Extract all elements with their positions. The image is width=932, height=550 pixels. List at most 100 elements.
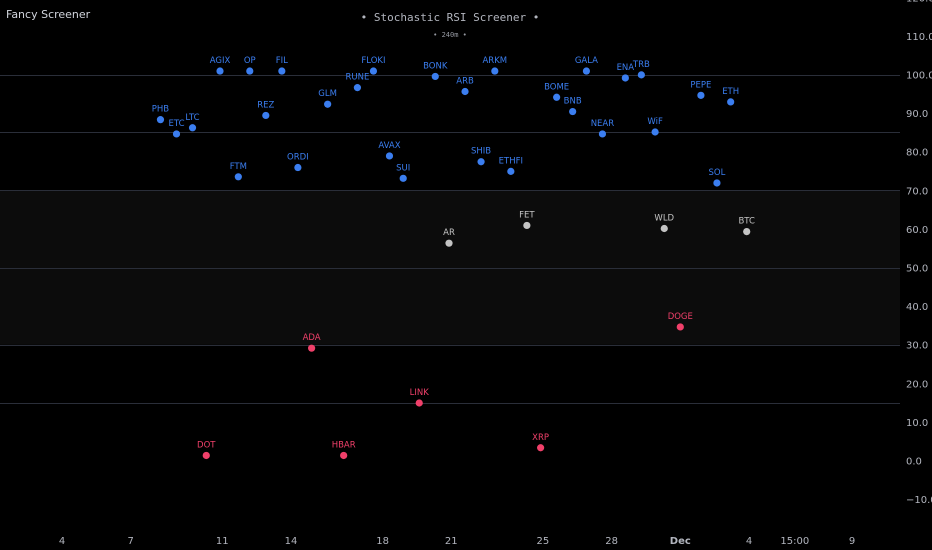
data-point-marker[interactable] (569, 107, 577, 116)
y-tick-label: 110.0 (906, 32, 932, 43)
data-point-marker[interactable] (278, 67, 286, 75)
data-point-marker[interactable] (660, 224, 668, 233)
point-gala[interactable]: GALA (575, 56, 598, 75)
data-point-marker[interactable] (637, 71, 645, 79)
x-tick-label: 11 (216, 536, 229, 547)
point-bonk[interactable]: BONK (423, 61, 448, 81)
point-dot[interactable]: DOT (197, 440, 216, 460)
point-glm[interactable]: GLM (318, 89, 337, 108)
point-ethfi[interactable]: ETHFI (499, 156, 523, 175)
data-point-marker[interactable] (713, 179, 721, 187)
data-point-marker[interactable] (156, 116, 165, 124)
data-point-marker[interactable] (216, 67, 224, 75)
data-point-marker[interactable] (385, 152, 394, 160)
point-wld[interactable]: WLD (654, 214, 675, 233)
y-tick-label: 50.0 (906, 264, 928, 275)
x-tick-label: 18 (376, 536, 389, 547)
x-tick-label: 7 (128, 536, 134, 547)
data-point-marker[interactable] (491, 67, 499, 75)
data-point-marker[interactable] (340, 451, 348, 460)
point-bome[interactable]: BOME (544, 82, 569, 101)
point-trb[interactable]: TRB (632, 60, 650, 79)
data-point-marker[interactable] (294, 163, 302, 172)
data-point-label: OP (244, 56, 256, 66)
point-rez[interactable]: REZ (257, 100, 275, 120)
point-rune[interactable]: RUNE (345, 73, 369, 92)
data-point-marker[interactable] (445, 239, 453, 247)
data-point-marker[interactable] (431, 72, 439, 81)
y-tick-label: 0.0 (906, 457, 922, 468)
point-xrp[interactable]: XRP (532, 433, 549, 452)
point-ena[interactable]: ENA (617, 63, 635, 82)
data-point-marker[interactable] (697, 91, 705, 99)
data-point-marker[interactable] (324, 100, 332, 108)
data-point-marker[interactable] (553, 93, 561, 101)
point-shib[interactable]: SHIB (471, 147, 491, 166)
point-wif[interactable]: WiF (647, 117, 663, 136)
point-fet[interactable]: FET (519, 210, 535, 230)
point-sui[interactable]: SUI (396, 163, 410, 182)
point-floki[interactable]: FLOKI (361, 56, 385, 75)
y-tick-label: 70.0 (906, 186, 928, 197)
data-point-marker[interactable] (369, 67, 378, 75)
data-point-marker[interactable] (202, 451, 210, 460)
point-fil[interactable]: FIL (276, 56, 288, 75)
data-point-label: DOT (197, 440, 216, 450)
data-point-marker[interactable] (461, 87, 469, 96)
point-ordi[interactable]: ORDI (287, 153, 309, 172)
point-link[interactable]: LINK (410, 388, 430, 407)
point-ltc[interactable]: LTC (185, 113, 200, 132)
y-tick-label: 40.0 (906, 302, 928, 313)
price-axis[interactable]: 120.0 110.0 100.0 90.0 80.0 70.0 60.0 50.0 40.0 3… (906, 0, 932, 506)
data-point-marker[interactable] (507, 167, 515, 175)
y-tick-label: 120.0 (906, 0, 932, 4)
point-arkm[interactable]: ARKM (482, 56, 507, 75)
data-point-marker[interactable] (246, 67, 254, 75)
point-ar[interactable]: AR (443, 228, 455, 247)
data-point-marker[interactable] (651, 128, 659, 136)
point-pepe[interactable]: PEPE (690, 80, 711, 99)
data-point-marker[interactable] (234, 173, 242, 181)
x-tick-label: 4 (746, 536, 752, 547)
time-axis[interactable]: 4 7 11 14 18 21 25 28 Dec 4 15:00 9 (59, 536, 855, 547)
data-point-marker[interactable] (621, 74, 629, 82)
data-point-marker[interactable] (399, 174, 407, 182)
data-point-marker[interactable] (727, 98, 735, 106)
point-sol[interactable]: SOL (709, 168, 726, 187)
point-ada[interactable]: ADA (303, 333, 321, 352)
data-point-label: FIL (276, 56, 288, 66)
data-point-label: WLD (654, 214, 674, 224)
data-point-marker[interactable] (598, 130, 607, 138)
point-agix[interactable]: AGIX (210, 56, 231, 75)
point-arb[interactable]: ARB (456, 76, 474, 96)
data-point-marker[interactable] (353, 84, 362, 92)
point-eth[interactable]: ETH (722, 87, 739, 106)
data-point-marker[interactable] (676, 323, 684, 331)
data-point-marker[interactable] (582, 67, 591, 75)
data-point-marker[interactable] (308, 344, 316, 352)
data-point-marker[interactable] (415, 399, 423, 407)
point-btc[interactable]: BTC (738, 217, 755, 236)
data-point-marker[interactable] (523, 221, 531, 230)
data-point-marker[interactable] (537, 444, 545, 452)
point-near[interactable]: NEAR (591, 119, 615, 138)
data-point-label: FTM (230, 162, 247, 172)
point-hbar[interactable]: HBAR (332, 440, 356, 460)
x-tick-label: 21 (445, 536, 458, 547)
point-ftm[interactable]: FTM (230, 162, 247, 181)
point-op[interactable]: OP (244, 56, 256, 75)
point-avax[interactable]: AVAX (378, 141, 401, 160)
data-point-marker[interactable] (743, 228, 751, 236)
data-point-marker[interactable] (262, 111, 270, 120)
data-point-marker[interactable] (477, 158, 485, 166)
data-point-marker[interactable] (172, 130, 181, 138)
point-etc[interactable]: ETC (169, 119, 185, 138)
point-doge[interactable]: DOGE (668, 312, 693, 331)
point-phb[interactable]: PHB (152, 105, 170, 124)
data-point-marker[interactable] (188, 124, 197, 132)
y-tick-label: 10.0 (906, 418, 928, 429)
data-point-label: LINK (410, 388, 430, 398)
point-bnb[interactable]: BNB (564, 97, 582, 116)
